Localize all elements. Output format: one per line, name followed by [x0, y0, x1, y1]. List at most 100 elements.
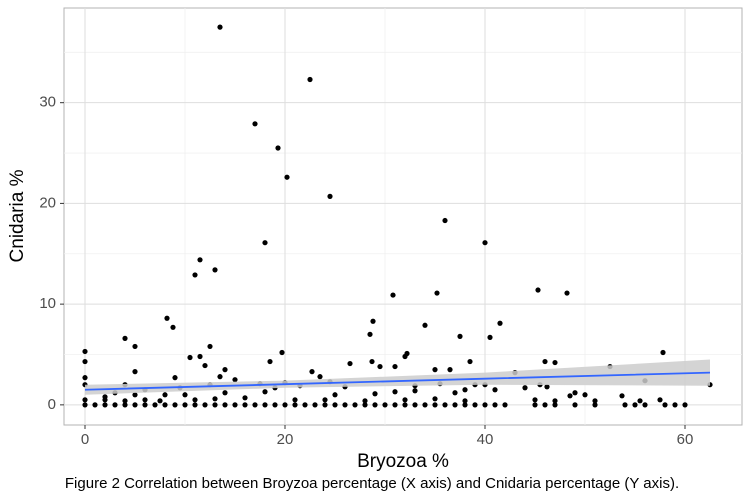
data-point — [362, 398, 368, 404]
data-point — [212, 402, 218, 408]
data-point — [682, 402, 688, 408]
data-point — [552, 402, 558, 408]
data-point — [182, 402, 188, 408]
data-point — [232, 402, 238, 408]
data-point — [372, 391, 378, 397]
data-point — [542, 358, 548, 365]
data-point — [252, 121, 258, 127]
data-point — [482, 402, 488, 408]
data-point — [212, 267, 218, 273]
data-point — [402, 402, 408, 408]
data-point — [362, 402, 368, 408]
data-point — [367, 331, 373, 337]
data-point — [442, 217, 448, 224]
data-point — [492, 387, 498, 393]
y-tick-label: 20 — [39, 194, 56, 211]
data-point — [172, 375, 178, 381]
data-point — [412, 402, 418, 408]
y-tick-label: 30 — [39, 94, 56, 111]
data-point — [162, 402, 168, 408]
data-point — [452, 402, 458, 408]
data-point — [422, 402, 428, 408]
data-point — [132, 369, 138, 375]
data-point — [82, 402, 88, 408]
data-point — [132, 343, 138, 350]
figure-caption: Figure 2 Correlation between Broyzoa per… — [65, 475, 679, 492]
data-point — [462, 402, 468, 408]
data-point — [262, 389, 268, 395]
data-point — [275, 145, 281, 151]
data-point — [212, 396, 218, 402]
data-point — [142, 397, 148, 403]
data-point — [197, 353, 203, 360]
data-point — [487, 334, 493, 340]
data-point — [572, 402, 578, 408]
data-point — [497, 320, 503, 326]
data-point — [370, 318, 376, 324]
data-point — [112, 402, 118, 408]
data-point — [592, 402, 598, 408]
data-point — [352, 402, 358, 408]
data-point — [192, 397, 198, 403]
data-point — [302, 402, 308, 408]
data-point — [432, 396, 438, 402]
data-point — [377, 363, 383, 370]
data-point — [462, 398, 468, 404]
data-point — [532, 397, 538, 403]
data-point — [347, 360, 353, 367]
data-point — [422, 322, 428, 328]
data-point — [82, 358, 88, 365]
data-point — [202, 362, 208, 369]
data-point — [472, 402, 478, 408]
data-point — [462, 387, 468, 393]
data-point — [132, 402, 138, 408]
data-point — [102, 397, 108, 403]
data-point — [162, 392, 168, 398]
data-point — [502, 402, 508, 408]
data-point — [582, 392, 588, 398]
data-point — [622, 402, 628, 408]
data-point — [332, 392, 338, 398]
y-axis-title: Cnidaria % — [7, 169, 28, 262]
data-point — [447, 367, 453, 373]
data-point — [232, 377, 238, 383]
data-point — [392, 389, 398, 395]
data-point — [392, 402, 398, 408]
data-point — [192, 402, 198, 408]
data-point — [122, 398, 128, 404]
data-point — [242, 402, 248, 408]
data-point — [452, 390, 458, 396]
data-point — [372, 402, 378, 408]
data-point — [535, 287, 541, 293]
data-point — [542, 402, 548, 408]
data-point — [402, 353, 408, 360]
data-point — [222, 402, 228, 408]
data-point — [170, 324, 176, 330]
data-point — [82, 397, 88, 403]
data-point — [567, 393, 573, 399]
data-point — [482, 240, 488, 246]
data-point — [217, 24, 223, 30]
data-point — [552, 359, 558, 366]
x-axis-title: Bryozoa % — [357, 451, 449, 472]
data-point — [662, 402, 668, 408]
x-tick-label: 60 — [677, 431, 694, 448]
x-tick-label: 20 — [277, 431, 294, 448]
data-point — [564, 290, 570, 296]
data-point — [279, 349, 285, 356]
data-point — [272, 402, 278, 408]
data-point — [142, 402, 148, 408]
data-point — [132, 392, 138, 398]
data-point — [619, 393, 625, 399]
data-point — [157, 398, 163, 404]
data-point — [322, 397, 328, 403]
data-point — [402, 397, 408, 403]
data-point — [432, 402, 438, 408]
data-point — [222, 367, 228, 373]
data-point — [262, 240, 268, 246]
data-point — [207, 343, 213, 350]
y-tick-label: 10 — [39, 295, 56, 312]
data-point — [632, 402, 638, 408]
trend-line — [84, 371, 711, 391]
data-point — [322, 402, 328, 408]
